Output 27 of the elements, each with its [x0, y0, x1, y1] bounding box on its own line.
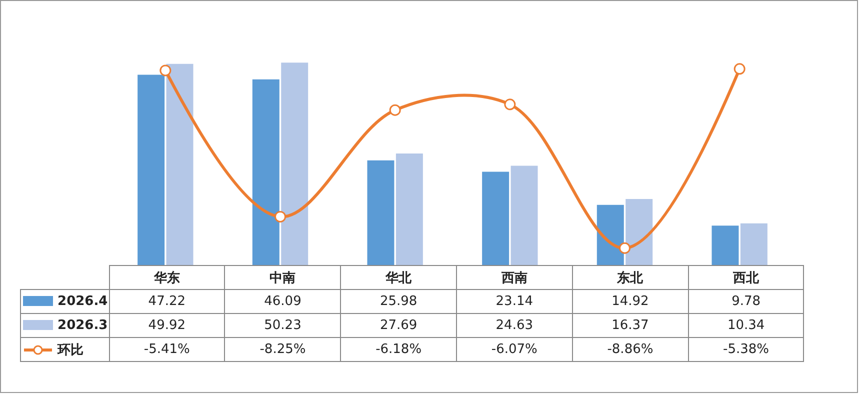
data-label: -8.25% — [224, 338, 341, 362]
data-label: 50.23 — [224, 314, 341, 338]
data-label: 10.34 — [688, 314, 804, 338]
data-label: 47.22 — [109, 290, 225, 314]
data-label: 14.92 — [572, 290, 688, 314]
data-label: -5.38% — [688, 338, 804, 362]
data-label: 24.63 — [456, 314, 572, 338]
data-label: 25.98 — [340, 290, 456, 314]
data-label: 27.69 — [340, 314, 456, 338]
x-tick-label: 西北 — [688, 266, 804, 290]
x-tick-label: 中南 — [224, 266, 341, 290]
data-label: 16.37 — [572, 314, 688, 338]
x-tick-label: 东北 — [572, 266, 688, 290]
x-tick-label: 西南 — [456, 266, 572, 290]
data-label: -5.41% — [109, 338, 225, 362]
data-label: -8.86% — [572, 338, 688, 362]
data-label: -6.18% — [340, 338, 456, 362]
x-tick-label: 华东 — [109, 266, 225, 290]
legend-label: 2026.3 — [20, 314, 109, 338]
legend-label: 环比 — [20, 338, 109, 362]
data-label: 46.09 — [224, 290, 341, 314]
data-label: 23.14 — [456, 290, 572, 314]
data-label: 49.92 — [109, 314, 225, 338]
data-label: -6.07% — [456, 338, 572, 362]
x-tick-label: 华北 — [340, 266, 456, 290]
data-label: 9.78 — [688, 290, 804, 314]
legend-label: 2026.4 — [20, 290, 109, 314]
